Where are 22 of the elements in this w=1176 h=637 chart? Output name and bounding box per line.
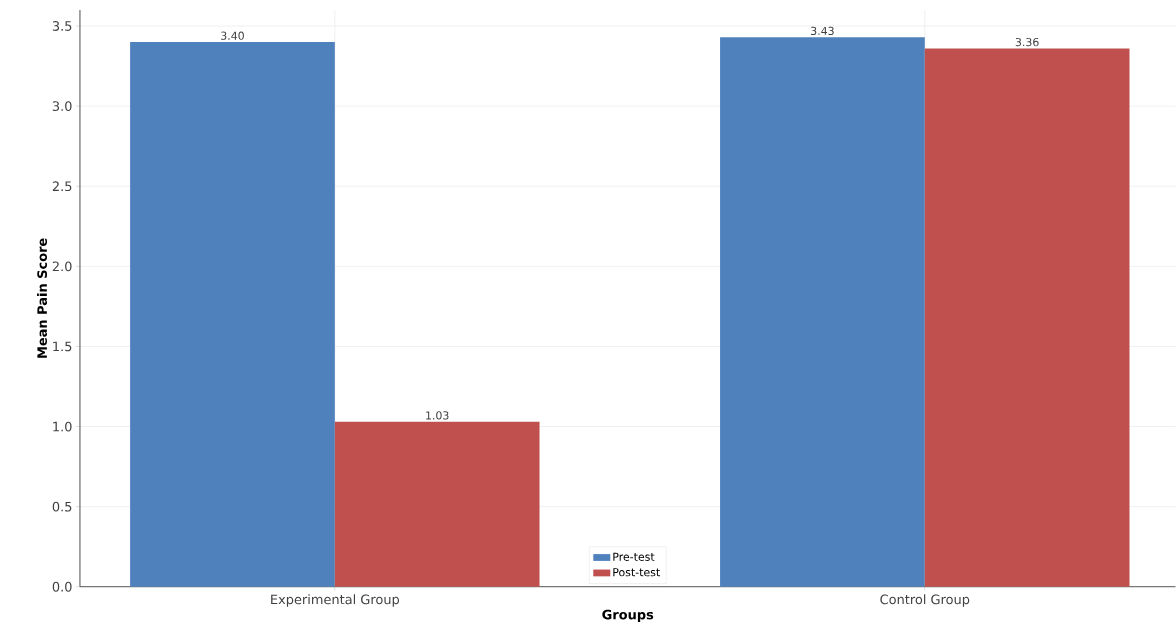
y-axis-title: Mean Pain Score: [37, 238, 48, 358]
legend-label: Pre-test: [613, 552, 655, 562]
y-tick-label: 1.0: [53, 421, 72, 432]
data-label: 1.03: [426, 411, 449, 420]
data-label: 3.43: [811, 26, 834, 36]
y-tick-label: 0.5: [52, 501, 72, 512]
x-axis-title: Groups: [602, 609, 654, 623]
bar: [130, 42, 335, 587]
y-tick-label: 2.5: [52, 181, 72, 192]
x-tick-label: Experimental Group: [271, 594, 400, 607]
y-tick-label: 3.5: [52, 21, 72, 32]
y-tick-label: 0.0: [52, 581, 72, 592]
data-label: 3.40: [221, 31, 244, 40]
legend-label: Post-test: [613, 568, 660, 577]
bar: [334, 421, 540, 587]
y-tick-label: 2.0: [52, 261, 72, 272]
y-tick-label: 3.0: [52, 101, 72, 112]
x-tick-label: Control Group: [880, 594, 970, 607]
bar: [924, 48, 1130, 587]
bar: [720, 37, 925, 587]
y-tick-label: 1.5: [53, 341, 72, 352]
data-label: 3.36: [1015, 38, 1039, 47]
